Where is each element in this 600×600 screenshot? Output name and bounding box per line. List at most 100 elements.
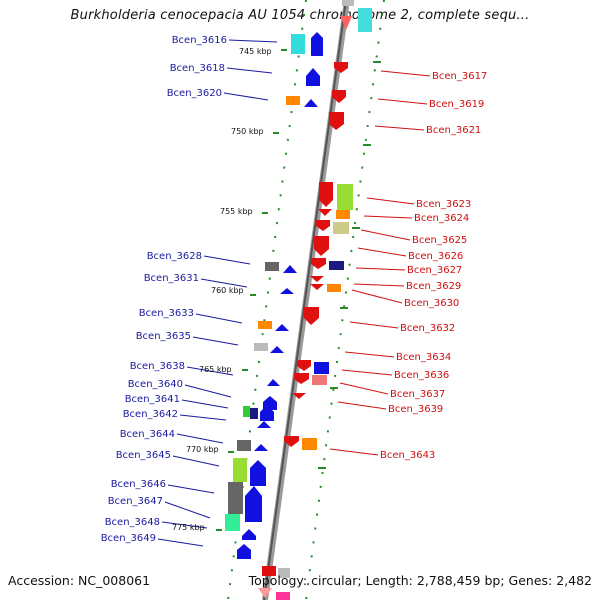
gene-arrow[interactable] bbox=[294, 373, 309, 384]
accession-label: Accession: NC_008061 bbox=[8, 573, 151, 588]
gene-label[interactable]: Bcen_3623 bbox=[416, 199, 471, 210]
kbp-label: 750 kbp bbox=[231, 127, 264, 136]
gene-label[interactable]: Bcen_3639 bbox=[388, 404, 443, 415]
gene-feature[interactable] bbox=[314, 362, 329, 374]
forward-strand-genes[interactable] bbox=[225, 32, 323, 559]
gene-arrow[interactable] bbox=[304, 307, 319, 325]
gene-label[interactable]: Bcen_3617 bbox=[432, 71, 487, 82]
gene-arrow[interactable] bbox=[310, 276, 324, 282]
gene-label[interactable]: Bcen_3633 bbox=[139, 308, 194, 319]
gene-label[interactable]: Bcen_3628 bbox=[147, 251, 202, 262]
gene-arrow[interactable] bbox=[329, 112, 344, 130]
gene-label[interactable]: Bcen_3620 bbox=[167, 88, 222, 99]
gene-arrow[interactable] bbox=[283, 265, 297, 273]
gene-arrow[interactable] bbox=[297, 360, 311, 371]
gene-label[interactable]: Bcen_3638 bbox=[130, 361, 185, 372]
gene-feature[interactable] bbox=[262, 566, 276, 576]
gene-arrow[interactable] bbox=[304, 99, 318, 107]
gene-feature[interactable] bbox=[250, 408, 258, 419]
gene-arrow[interactable] bbox=[258, 588, 272, 598]
gene-arrow[interactable] bbox=[310, 284, 324, 290]
gene-arrow[interactable] bbox=[245, 486, 262, 522]
gene-feature[interactable] bbox=[327, 284, 341, 292]
gene-label[interactable]: Bcen_3629 bbox=[406, 281, 461, 292]
gene-label[interactable]: Bcen_3632 bbox=[400, 323, 455, 334]
reverse-strand-genes[interactable] bbox=[258, 62, 353, 600]
gene-arrow[interactable] bbox=[340, 16, 352, 30]
gene-label[interactable]: Bcen_3618 bbox=[170, 63, 225, 74]
gene-arrow[interactable] bbox=[254, 444, 268, 451]
gene-arrow[interactable] bbox=[334, 62, 348, 73]
gene-label[interactable]: Bcen_3642 bbox=[123, 409, 178, 420]
gene-feature[interactable] bbox=[258, 321, 272, 329]
gene-arrow[interactable] bbox=[284, 436, 299, 447]
gene-feature[interactable] bbox=[225, 514, 240, 531]
topology-summary: Topology: circular; Length: 2,788,459 bp… bbox=[248, 573, 592, 588]
gene-arrow[interactable] bbox=[250, 460, 266, 486]
left-gene-labels[interactable]: Bcen_3616 Bcen_3618 Bcen_3620 Bcen_3628 … bbox=[101, 35, 227, 544]
gene-label[interactable]: Bcen_3646 bbox=[111, 479, 166, 490]
gene-arrow[interactable] bbox=[332, 90, 346, 103]
gene-feature[interactable] bbox=[333, 222, 349, 234]
gene-feature[interactable] bbox=[312, 375, 327, 385]
gene-arrow[interactable] bbox=[316, 220, 330, 231]
gene-label[interactable]: Bcen_3626 bbox=[408, 251, 463, 262]
gene-label[interactable]: Bcen_3636 bbox=[394, 370, 449, 381]
gene-label[interactable]: Bcen_3621 bbox=[426, 125, 481, 136]
gene-feature[interactable] bbox=[336, 210, 350, 219]
gene-label[interactable]: Bcen_3645 bbox=[116, 450, 171, 461]
gene-arrow[interactable] bbox=[319, 182, 333, 207]
right-gene-labels[interactable]: Bcen_3617 Bcen_3619 Bcen_3621 Bcen_3623 … bbox=[380, 71, 487, 461]
gene-label[interactable]: Bcen_3641 bbox=[125, 394, 180, 405]
gene-label[interactable]: Bcen_3647 bbox=[108, 496, 163, 507]
gene-label[interactable]: Bcen_3643 bbox=[380, 450, 435, 461]
gene-feature[interactable] bbox=[265, 262, 279, 271]
gene-feature[interactable] bbox=[276, 592, 290, 600]
gene-label[interactable]: Bcen_3649 bbox=[101, 533, 156, 544]
gene-label[interactable]: Bcen_3619 bbox=[429, 99, 484, 110]
gene-feature[interactable] bbox=[228, 482, 243, 514]
gene-feature[interactable] bbox=[342, 0, 354, 6]
gene-arrow[interactable] bbox=[311, 258, 326, 269]
gene-label[interactable]: Bcen_3616 bbox=[172, 35, 227, 46]
gene-arrow[interactable] bbox=[275, 324, 289, 331]
gene-label[interactable]: Bcen_3627 bbox=[407, 265, 462, 276]
gene-feature[interactable] bbox=[233, 458, 247, 482]
gene-arrow[interactable] bbox=[292, 393, 306, 399]
gene-arrow[interactable] bbox=[257, 421, 271, 428]
gene-label[interactable]: Bcen_3640 bbox=[128, 379, 183, 390]
gene-label[interactable]: Bcen_3644 bbox=[120, 429, 175, 440]
gene-label[interactable]: Bcen_3624 bbox=[414, 213, 469, 224]
gene-feature[interactable] bbox=[291, 34, 305, 54]
gene-feature[interactable] bbox=[286, 96, 300, 105]
gene-label[interactable]: Bcen_3634 bbox=[396, 352, 451, 363]
gene-feature[interactable] bbox=[329, 261, 344, 270]
gene-arrow[interactable] bbox=[260, 405, 274, 421]
genome-backbone bbox=[262, 0, 350, 600]
gene-arrow[interactable] bbox=[242, 529, 256, 540]
gene-feature[interactable] bbox=[243, 406, 250, 417]
gene-feature[interactable] bbox=[337, 184, 353, 210]
gene-label[interactable]: Bcen_3637 bbox=[390, 389, 445, 400]
gene-arrow[interactable] bbox=[280, 288, 294, 294]
gene-arrow[interactable] bbox=[270, 346, 284, 353]
gene-label[interactable]: Bcen_3635 bbox=[136, 331, 191, 342]
gene-arrow[interactable] bbox=[306, 68, 320, 86]
kbp-label: 775 kbp bbox=[172, 523, 205, 532]
gene-label[interactable]: Bcen_3625 bbox=[412, 235, 467, 246]
gene-label[interactable]: Bcen_3631 bbox=[144, 273, 199, 284]
gene-arrow[interactable] bbox=[314, 236, 329, 256]
gene-feature[interactable] bbox=[237, 440, 251, 451]
gene-arrow[interactable] bbox=[311, 32, 323, 56]
gene-feature[interactable] bbox=[358, 8, 372, 32]
gene-arrow[interactable] bbox=[237, 544, 251, 559]
gene-label[interactable]: Bcen_3648 bbox=[105, 517, 160, 528]
gene-feature[interactable] bbox=[278, 568, 290, 578]
gene-arrow[interactable] bbox=[267, 379, 280, 386]
gene-feature[interactable] bbox=[302, 438, 317, 450]
gene-label[interactable]: Bcen_3630 bbox=[404, 298, 459, 309]
gene-arrow[interactable] bbox=[318, 209, 332, 216]
gene-feature[interactable] bbox=[254, 343, 268, 351]
